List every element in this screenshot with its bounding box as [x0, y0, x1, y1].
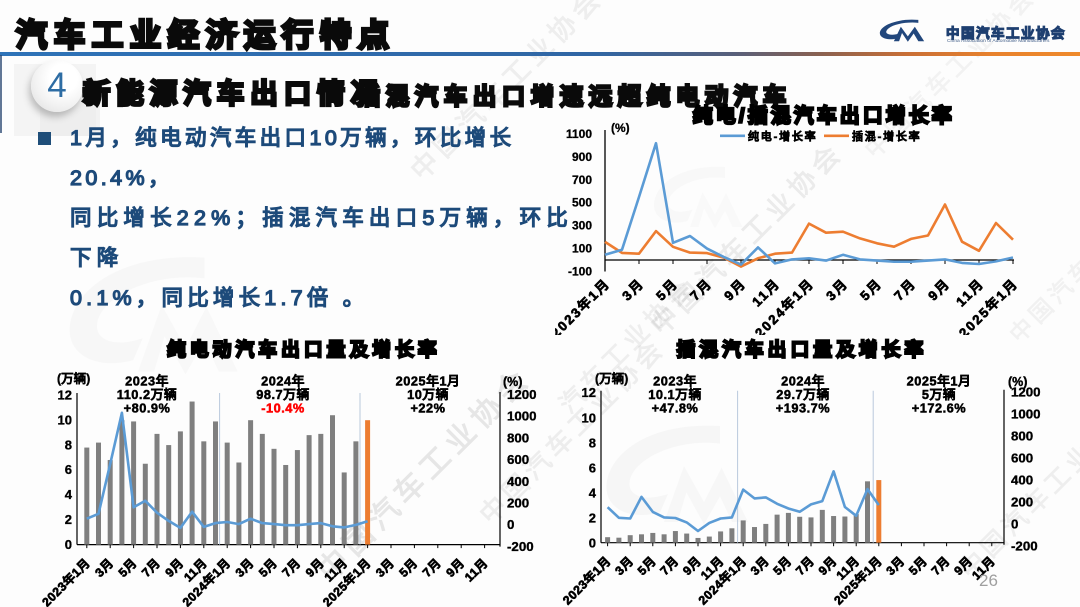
svg-text:2023年1月: 2023年1月 — [555, 275, 613, 335]
svg-text:700: 700 — [572, 173, 592, 187]
svg-text:1000: 1000 — [1011, 407, 1041, 422]
svg-text:9月: 9月 — [721, 276, 749, 304]
svg-text:8: 8 — [589, 435, 596, 450]
svg-text:-200: -200 — [1011, 539, 1038, 554]
svg-text:1200: 1200 — [507, 387, 537, 402]
svg-text:3月: 3月 — [823, 276, 851, 304]
svg-text:5月: 5月 — [397, 556, 421, 580]
svg-text:2024年: 2024年 — [781, 374, 825, 389]
svg-text:0: 0 — [589, 536, 596, 551]
svg-text:2023年1月: 2023年1月 — [560, 553, 614, 607]
svg-text:2025年1月: 2025年1月 — [396, 374, 461, 389]
svg-text:29.7万辆: 29.7万辆 — [776, 387, 830, 402]
svg-text:7月: 7月 — [280, 556, 304, 580]
svg-text:2025年1月: 2025年1月 — [907, 374, 972, 389]
svg-text:10: 10 — [58, 412, 72, 427]
svg-text:1200: 1200 — [1011, 385, 1041, 400]
svg-text:5月: 5月 — [771, 554, 795, 578]
svg-text:3月: 3月 — [748, 554, 772, 578]
svg-text:1100: 1100 — [566, 127, 592, 141]
svg-text:0: 0 — [65, 537, 72, 552]
svg-text:3月: 3月 — [884, 554, 908, 578]
svg-text:3月: 3月 — [233, 556, 257, 580]
svg-text:2023年1月: 2023年1月 — [39, 555, 93, 607]
svg-text:1000: 1000 — [507, 409, 537, 424]
svg-text:4: 4 — [589, 485, 597, 500]
svg-text:5月: 5月 — [653, 276, 681, 304]
svg-text:400: 400 — [1011, 473, 1033, 488]
svg-text:5月: 5月 — [256, 556, 280, 580]
svg-text:+172.6%: +172.6% — [912, 401, 966, 416]
svg-text:插混-增长率: 插混-增长率 — [852, 129, 921, 143]
svg-text:(万辆): (万辆) — [595, 371, 628, 386]
svg-text:2023年: 2023年 — [653, 374, 697, 389]
svg-text:2: 2 — [589, 510, 596, 525]
svg-text:9月: 9月 — [925, 276, 953, 304]
svg-text:-100: -100 — [568, 264, 592, 278]
svg-text:400: 400 — [507, 474, 529, 489]
svg-text:(万辆): (万辆) — [57, 371, 90, 386]
svg-text:3月: 3月 — [619, 276, 647, 304]
svg-text:10万辆: 10万辆 — [407, 387, 449, 402]
svg-text:2: 2 — [65, 512, 72, 527]
svg-text:98.7万辆: 98.7万辆 — [256, 387, 310, 402]
svg-text:(%): (%) — [503, 375, 522, 389]
svg-text:12: 12 — [582, 385, 596, 400]
svg-text:110.2万辆: 110.2万辆 — [117, 387, 177, 402]
svg-text:(%): (%) — [1008, 375, 1027, 389]
svg-text:插混汽车出口量及增长率: 插混汽车出口量及增长率 — [677, 339, 928, 360]
svg-text:0: 0 — [1011, 517, 1018, 532]
svg-text:纯电动汽车出口量及增长率: 纯电动汽车出口量及增长率 — [167, 339, 441, 360]
svg-text:600: 600 — [507, 452, 529, 467]
svg-text:-200: -200 — [507, 539, 534, 554]
svg-text:600: 600 — [1011, 451, 1033, 466]
svg-text:6: 6 — [65, 462, 72, 477]
svg-text:2023年: 2023年 — [125, 374, 169, 389]
svg-text:100: 100 — [572, 242, 592, 256]
svg-text:+80.9%: +80.9% — [124, 401, 171, 416]
svg-text:纯电-增长率: 纯电-增长率 — [748, 129, 817, 143]
svg-text:5月: 5月 — [635, 554, 659, 578]
svg-text:7月: 7月 — [793, 554, 817, 578]
svg-text:7月: 7月 — [658, 554, 682, 578]
svg-text:10: 10 — [582, 410, 596, 425]
svg-text:10.1万辆: 10.1万辆 — [648, 387, 702, 402]
svg-text:12: 12 — [58, 388, 72, 403]
svg-text:纯电/插混汽车出口增长率: 纯电/插混汽车出口增长率 — [693, 104, 955, 127]
svg-text:0: 0 — [507, 517, 514, 532]
svg-text:6: 6 — [589, 460, 596, 475]
svg-text:5万辆: 5万辆 — [922, 387, 956, 402]
svg-text:3月: 3月 — [612, 554, 636, 578]
svg-text:2024年: 2024年 — [261, 374, 305, 389]
svg-text:4: 4 — [65, 487, 73, 502]
svg-text:300: 300 — [572, 219, 592, 233]
svg-text:+193.7%: +193.7% — [776, 401, 830, 416]
svg-text:+22%: +22% — [410, 401, 445, 416]
svg-text:500: 500 — [572, 196, 592, 210]
svg-text:7月: 7月 — [929, 554, 953, 578]
svg-text:7月: 7月 — [139, 556, 163, 580]
svg-text:900: 900 — [572, 150, 592, 164]
svg-text:(%): (%) — [611, 121, 630, 135]
svg-text:800: 800 — [1011, 429, 1033, 444]
svg-text:+47.8%: +47.8% — [652, 401, 699, 416]
svg-text:5月: 5月 — [906, 554, 930, 578]
svg-text:5月: 5月 — [857, 276, 885, 304]
svg-text:800: 800 — [507, 430, 529, 445]
svg-text:3月: 3月 — [373, 556, 397, 580]
svg-text:11月: 11月 — [462, 556, 491, 585]
svg-text:200: 200 — [507, 496, 529, 511]
svg-text:-10.4%: -10.4% — [261, 401, 305, 416]
svg-text:200: 200 — [1011, 495, 1033, 510]
svg-text:7月: 7月 — [891, 276, 919, 304]
svg-text:7月: 7月 — [420, 556, 444, 580]
svg-text:5月: 5月 — [116, 556, 140, 580]
svg-text:8: 8 — [65, 437, 72, 452]
svg-text:7月: 7月 — [687, 276, 715, 304]
svg-text:3月: 3月 — [92, 556, 116, 580]
